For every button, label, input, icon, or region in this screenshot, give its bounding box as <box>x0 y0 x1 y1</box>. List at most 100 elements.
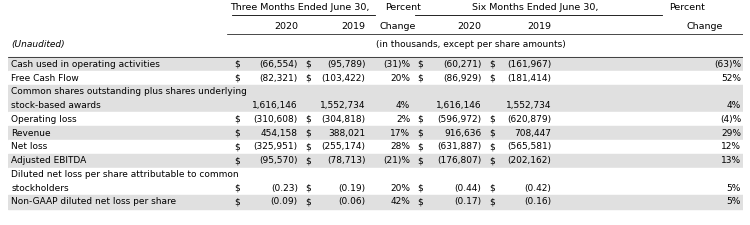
Text: $: $ <box>418 156 424 165</box>
Text: 1,616,146: 1,616,146 <box>436 101 482 110</box>
Text: (Unaudited): (Unaudited) <box>11 40 64 49</box>
Text: Net loss: Net loss <box>11 142 47 151</box>
Text: 916,636: 916,636 <box>444 129 482 138</box>
Text: $: $ <box>418 129 424 138</box>
Text: (0.17): (0.17) <box>454 198 482 207</box>
Text: (0.44): (0.44) <box>454 184 482 193</box>
Text: $: $ <box>418 115 424 124</box>
Text: 42%: 42% <box>391 198 410 207</box>
Text: $: $ <box>234 60 240 69</box>
Bar <box>8 85 742 99</box>
Text: $: $ <box>489 129 495 138</box>
Text: (0.19): (0.19) <box>338 184 365 193</box>
Text: 4%: 4% <box>396 101 410 110</box>
Text: (596,972): (596,972) <box>437 115 482 124</box>
Text: 454,158: 454,158 <box>261 129 298 138</box>
Text: $: $ <box>305 142 311 151</box>
Bar <box>8 112 742 126</box>
Text: (0.16): (0.16) <box>524 198 551 207</box>
Text: $: $ <box>489 60 495 69</box>
Text: $: $ <box>234 198 240 207</box>
Bar <box>8 71 742 85</box>
Text: 52%: 52% <box>721 74 741 83</box>
Text: (0.09): (0.09) <box>271 198 298 207</box>
Text: 17%: 17% <box>390 129 410 138</box>
Text: $: $ <box>489 198 495 207</box>
Text: $: $ <box>305 129 311 138</box>
Text: (310,608): (310,608) <box>254 115 298 124</box>
Text: Revenue: Revenue <box>11 129 51 138</box>
Text: 1,616,146: 1,616,146 <box>252 101 298 110</box>
Text: (82,321): (82,321) <box>260 74 298 83</box>
Text: Cash used in operating activities: Cash used in operating activities <box>11 60 160 69</box>
Text: 5%: 5% <box>727 198 741 207</box>
Text: 29%: 29% <box>721 129 741 138</box>
Bar <box>8 168 742 181</box>
Text: (86,929): (86,929) <box>443 74 482 83</box>
Text: 12%: 12% <box>721 142 741 151</box>
Text: $: $ <box>234 129 240 138</box>
Text: (255,174): (255,174) <box>322 142 365 151</box>
Text: (620,879): (620,879) <box>507 115 551 124</box>
Text: $: $ <box>305 74 311 83</box>
Text: (325,951): (325,951) <box>254 142 298 151</box>
Bar <box>8 126 742 140</box>
Text: 388,021: 388,021 <box>328 129 365 138</box>
Text: 2%: 2% <box>396 115 410 124</box>
Text: 2019: 2019 <box>341 22 365 31</box>
Bar <box>8 140 742 154</box>
Text: $: $ <box>489 115 495 124</box>
Text: stock-based awards: stock-based awards <box>11 101 101 110</box>
Text: Six Months Ended June 30,: Six Months Ended June 30, <box>472 3 598 12</box>
Text: $: $ <box>418 198 424 207</box>
Text: 4%: 4% <box>727 101 741 110</box>
Text: (95,570): (95,570) <box>260 156 298 165</box>
Text: 20%: 20% <box>390 184 410 193</box>
Text: (21)%: (21)% <box>383 156 410 165</box>
Text: Free Cash Flow: Free Cash Flow <box>11 74 79 83</box>
Text: $: $ <box>418 184 424 193</box>
Text: (176,807): (176,807) <box>437 156 482 165</box>
Text: stockholders: stockholders <box>11 184 69 193</box>
Text: (0.23): (0.23) <box>271 184 298 193</box>
Text: Percent: Percent <box>386 3 422 12</box>
Text: $: $ <box>418 74 424 83</box>
Text: $: $ <box>234 156 240 165</box>
Text: (60,271): (60,271) <box>443 60 482 69</box>
Text: (63)%: (63)% <box>714 60 741 69</box>
Text: $: $ <box>234 142 240 151</box>
Text: 708,447: 708,447 <box>514 129 551 138</box>
Bar <box>8 57 742 71</box>
Text: Three Months Ended June 30,: Three Months Ended June 30, <box>230 3 370 12</box>
Text: (78,713): (78,713) <box>327 156 365 165</box>
Text: 13%: 13% <box>721 156 741 165</box>
Text: Percent: Percent <box>669 3 705 12</box>
Text: $: $ <box>418 60 424 69</box>
Text: Diluted net loss per share attributable to common: Diluted net loss per share attributable … <box>11 170 238 179</box>
Text: (0.06): (0.06) <box>338 198 365 207</box>
Text: $: $ <box>305 115 311 124</box>
Text: (181,414): (181,414) <box>508 74 551 83</box>
Text: $: $ <box>234 74 240 83</box>
Text: (161,967): (161,967) <box>507 60 551 69</box>
Text: $: $ <box>489 184 495 193</box>
Text: Change: Change <box>687 22 723 31</box>
Text: (202,162): (202,162) <box>508 156 551 165</box>
Text: $: $ <box>489 156 495 165</box>
Text: (565,581): (565,581) <box>507 142 551 151</box>
Bar <box>8 195 742 209</box>
Bar <box>8 154 742 168</box>
Text: 1,552,734: 1,552,734 <box>320 101 365 110</box>
Text: 20%: 20% <box>390 74 410 83</box>
Text: Adjusted EBITDA: Adjusted EBITDA <box>11 156 86 165</box>
Text: $: $ <box>305 60 311 69</box>
Text: $: $ <box>489 142 495 151</box>
Text: 28%: 28% <box>390 142 410 151</box>
Text: 1,552,734: 1,552,734 <box>506 101 551 110</box>
Text: (95,789): (95,789) <box>327 60 365 69</box>
Text: (0.42): (0.42) <box>524 184 551 193</box>
Text: $: $ <box>305 156 311 165</box>
Text: Common shares outstanding plus shares underlying: Common shares outstanding plus shares un… <box>11 87 247 96</box>
Text: (304,818): (304,818) <box>321 115 365 124</box>
Text: (631,887): (631,887) <box>437 142 482 151</box>
